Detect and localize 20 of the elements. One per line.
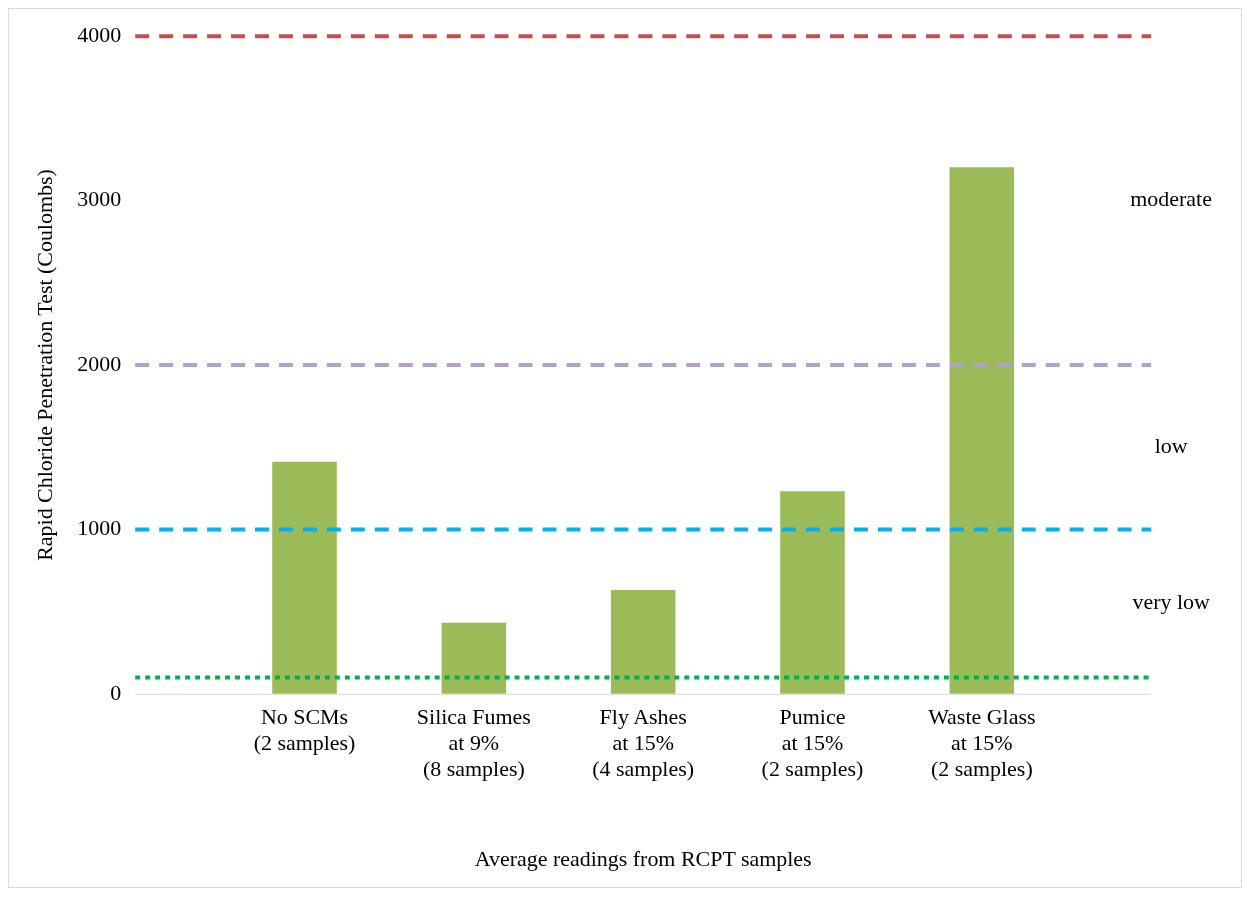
bar: [780, 491, 845, 694]
y-tick-label: 3000: [77, 186, 122, 212]
x-tick-label: Silica Fumes at 9% (8 samples): [416, 703, 531, 782]
bar: [949, 167, 1015, 694]
x-tick-label: No SCMs (2 samples): [253, 703, 356, 756]
bar: [272, 461, 337, 694]
bar: [610, 589, 676, 694]
y-tick-label: 1000: [77, 515, 122, 541]
x-tick-label: Pumice at 15% (2 samples): [761, 703, 864, 782]
annotation: moderate: [1130, 186, 1212, 212]
text: low: [1154, 432, 1188, 458]
y-axis-title: Rapid Chloride Penetration Test (Coulombs): [31, 169, 57, 561]
x-tick-label: Waste Glass at 15% (2 samples): [928, 703, 1036, 782]
bar: [441, 622, 507, 694]
y-tick-label: 4000: [77, 21, 122, 47]
x-axis-title: Average readings from RCPT samples: [474, 845, 812, 871]
x-tick-label: Fly Ashes at 15% (4 samples): [592, 703, 695, 782]
annotation: very low: [1132, 589, 1210, 615]
y-tick-label: 0: [110, 679, 122, 705]
y-tick-label: 2000: [77, 350, 122, 376]
